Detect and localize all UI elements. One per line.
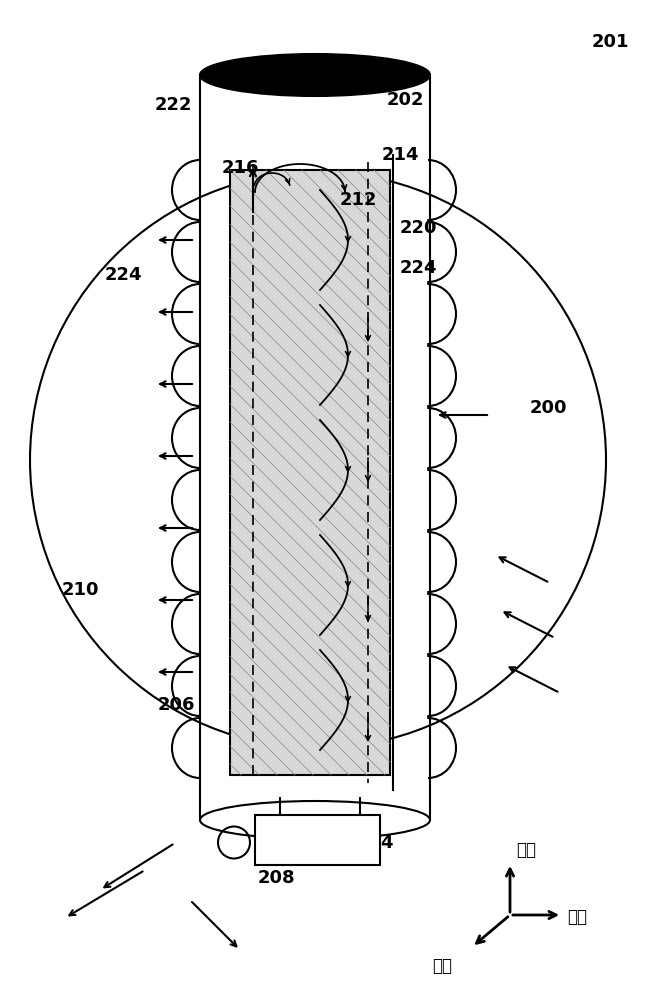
- Text: 200: 200: [530, 399, 567, 417]
- Text: 204: 204: [357, 834, 395, 852]
- Text: 206: 206: [158, 696, 196, 714]
- Text: 竖直: 竖直: [516, 841, 536, 859]
- Text: 222: 222: [155, 96, 192, 114]
- Text: 216: 216: [222, 159, 259, 177]
- Text: 210: 210: [62, 581, 99, 599]
- Text: 224: 224: [105, 266, 142, 284]
- Text: 202: 202: [387, 91, 424, 109]
- Ellipse shape: [200, 801, 430, 839]
- Bar: [230, 170, 390, 775]
- Text: 214: 214: [382, 146, 419, 164]
- Text: 纵向: 纵向: [567, 908, 587, 926]
- Text: 横向: 横向: [432, 957, 452, 975]
- Text: 201: 201: [592, 33, 629, 51]
- Text: 224: 224: [400, 259, 437, 277]
- Ellipse shape: [200, 54, 430, 96]
- Text: 208: 208: [258, 869, 296, 887]
- Bar: [255, 815, 380, 865]
- Text: 220: 220: [400, 219, 437, 237]
- Text: 212: 212: [340, 191, 378, 209]
